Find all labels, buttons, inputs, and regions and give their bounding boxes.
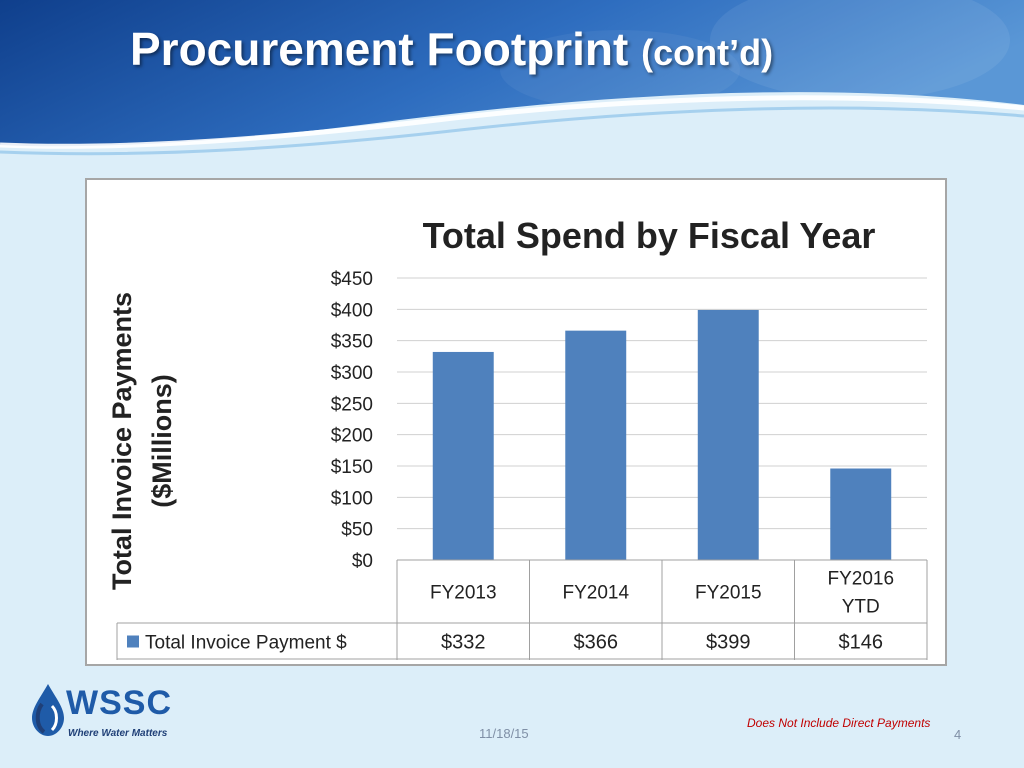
slide-title: Procurement Footprint (cont’d) [130, 22, 773, 76]
y-tick-label: $50 [341, 520, 373, 541]
data-value-label: $366 [574, 632, 619, 654]
bar [432, 351, 494, 560]
chart-frame: Total Spend by Fiscal Year Total Invoice … [85, 178, 947, 666]
slide-title-main: Procurement Footprint [130, 23, 629, 75]
slide-title-suffix: (cont’d) [641, 32, 774, 73]
footer-date: 11/18/15 [479, 726, 529, 741]
x-category-label: YTD [842, 597, 880, 618]
y-tick-label: $250 [331, 394, 373, 415]
x-category-label: FY2013 [430, 583, 497, 604]
data-value-label: $146 [839, 632, 884, 654]
legend-swatch [127, 635, 139, 648]
bar [697, 309, 759, 560]
logo-name: WSSC [66, 684, 172, 722]
footer-note: Does Not Include Direct Payments [747, 716, 931, 730]
y-tick-label: $400 [331, 300, 373, 321]
water-drop-icon [32, 684, 64, 736]
y-tick-label: $350 [331, 332, 373, 353]
x-category-label: FY2016 [827, 569, 894, 590]
page-number: 4 [954, 727, 962, 742]
header-banner [0, 0, 1024, 156]
data-value-label: $332 [441, 632, 486, 654]
y-axis-label: Total Invoice Payments [107, 292, 137, 590]
logo-tagline: Where Water Matters [68, 728, 168, 739]
y-tick-label: $300 [331, 363, 373, 384]
x-category-label: FY2014 [562, 583, 629, 604]
y-axis-label: ($Millions) [147, 374, 177, 508]
legend-label: Total Invoice Payment $ [145, 633, 347, 654]
data-value-label: $399 [706, 632, 751, 654]
x-category-label: FY2015 [695, 583, 762, 604]
wssc-logo: WSSC Where Water Matters [28, 680, 188, 744]
y-tick-label: $200 [331, 426, 373, 447]
bar-chart: Total Spend by Fiscal Year Total Invoice … [107, 215, 928, 660]
y-tick-label: $150 [331, 457, 373, 478]
y-tick-label: $0 [352, 551, 373, 572]
bar [565, 330, 627, 560]
y-tick-label: $100 [331, 488, 373, 509]
y-tick-label: $450 [331, 269, 373, 290]
bar [830, 468, 892, 560]
chart-title: Total Spend by Fiscal Year [423, 215, 876, 256]
